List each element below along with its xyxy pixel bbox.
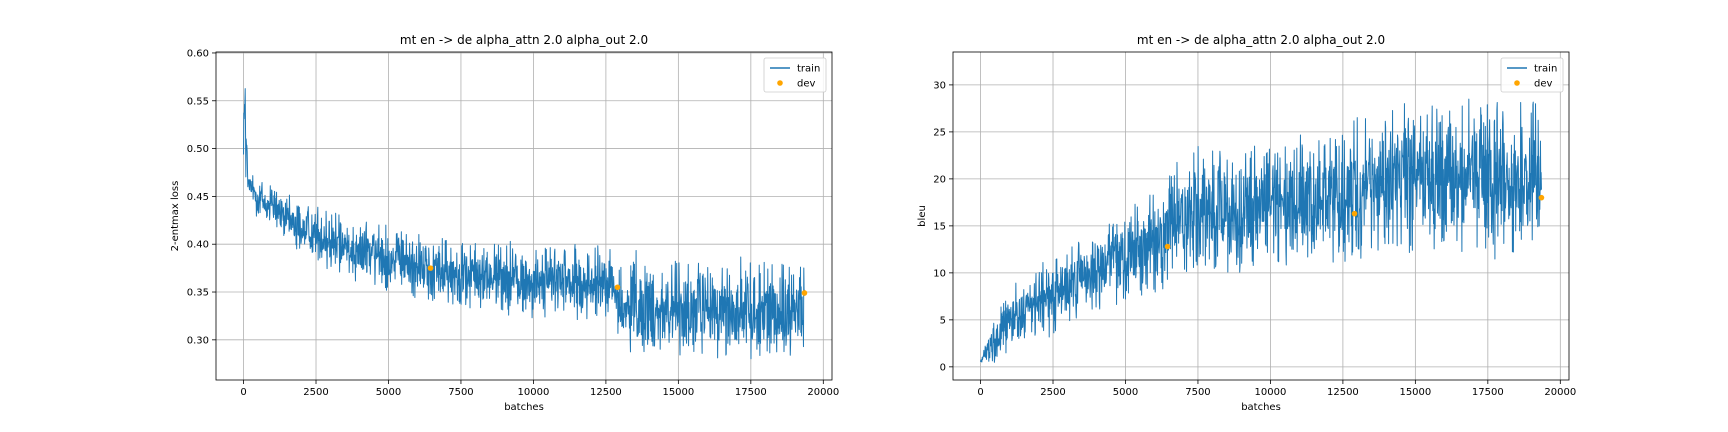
loss-chart-panel: 0 2500 5000 7500 10000 12500 15000 17500 20000 0.… <box>170 33 839 413</box>
bleu-x-tick-label: 20000 <box>1544 387 1576 398</box>
loss-legend-dev-swatch <box>777 80 783 86</box>
bleu-dev-point <box>1351 210 1358 217</box>
bleu-legend: train dev <box>1500 57 1564 93</box>
loss-x-tick-label: 0 <box>240 387 246 398</box>
bleu-y-axis-label: bleu <box>917 205 928 227</box>
loss-y-tick-label: 0.50 <box>187 144 209 155</box>
bleu-y-tick-label: 25 <box>933 127 946 138</box>
loss-x-tick-label: 15000 <box>662 387 694 398</box>
bleu-train-line <box>980 98 1542 363</box>
loss-chart-title: mt en -> de alpha_attn 2.0 alpha_out 2.0 <box>400 33 648 47</box>
loss-y-tick-label: 0.60 <box>187 48 209 59</box>
loss-x-tick-label: 12500 <box>590 387 622 398</box>
bleu-x-tick-label: 2500 <box>1040 387 1065 398</box>
loss-axes-frame <box>215 51 833 381</box>
loss-x-tick-label: 10000 <box>518 387 550 398</box>
bleu-dev-point <box>1538 194 1545 201</box>
bleu-x-axis-label: batches <box>1241 402 1281 413</box>
bleu-y-tick-label: 0 <box>940 362 946 373</box>
loss-y-axis-label: 2-entmax loss <box>170 181 181 252</box>
loss-y-tick-label: 0.45 <box>187 192 209 203</box>
loss-x-tick-label: 20000 <box>807 387 839 398</box>
loss-train-line <box>243 88 805 360</box>
bleu-x-tick-label: 5000 <box>1113 387 1138 398</box>
bleu-y-tick-label: 20 <box>933 174 946 185</box>
loss-legend-dev-label: dev <box>797 79 816 90</box>
loss-y-tick-label: 0.30 <box>187 335 209 346</box>
bleu-y-tick-label: 30 <box>933 80 946 91</box>
loss-x-tick-label: 7500 <box>448 387 473 398</box>
bleu-y-tick-label: 10 <box>933 268 946 279</box>
loss-y-tick-label: 0.55 <box>187 96 209 107</box>
loss-x-tick-label: 5000 <box>376 387 401 398</box>
bleu-x-tick-label: 0 <box>977 387 983 398</box>
loss-y-tick-label: 0.35 <box>187 288 209 299</box>
loss-x-tick-label: 17500 <box>735 387 767 398</box>
loss-legend-train-label: train <box>797 64 820 75</box>
loss-x-tick-label: 2500 <box>303 387 328 398</box>
bleu-dev-point <box>1164 243 1171 250</box>
bleu-chart-title: mt en -> de alpha_attn 2.0 alpha_out 2.0 <box>1137 33 1385 47</box>
bleu-y-tick-label: 15 <box>933 221 946 232</box>
bleu-chart-panel: 0 2500 5000 7500 10000 12500 15000 17500 20000 0 5… <box>917 33 1576 413</box>
bleu-legend-train-label: train <box>1534 64 1557 75</box>
bleu-x-tick-label: 10000 <box>1255 387 1287 398</box>
loss-dev-point <box>801 290 808 296</box>
bleu-x-tick-label: 12500 <box>1327 387 1359 398</box>
loss-legend: train dev <box>763 57 827 93</box>
loss-x-axis-label: batches <box>504 402 544 413</box>
bleu-y-tick-label: 5 <box>940 315 946 326</box>
bleu-x-tick-label: 7500 <box>1185 387 1210 398</box>
loss-dev-point <box>614 284 621 291</box>
bleu-x-tick-label: 15000 <box>1399 387 1431 398</box>
bleu-legend-dev-swatch <box>1514 80 1520 86</box>
bleu-legend-dev-label: dev <box>1534 79 1553 90</box>
loss-dev-point <box>427 265 434 271</box>
bleu-x-tick-label: 17500 <box>1472 387 1504 398</box>
loss-y-tick-label: 0.40 <box>187 240 209 251</box>
bleu-axes-frame <box>952 51 1570 381</box>
